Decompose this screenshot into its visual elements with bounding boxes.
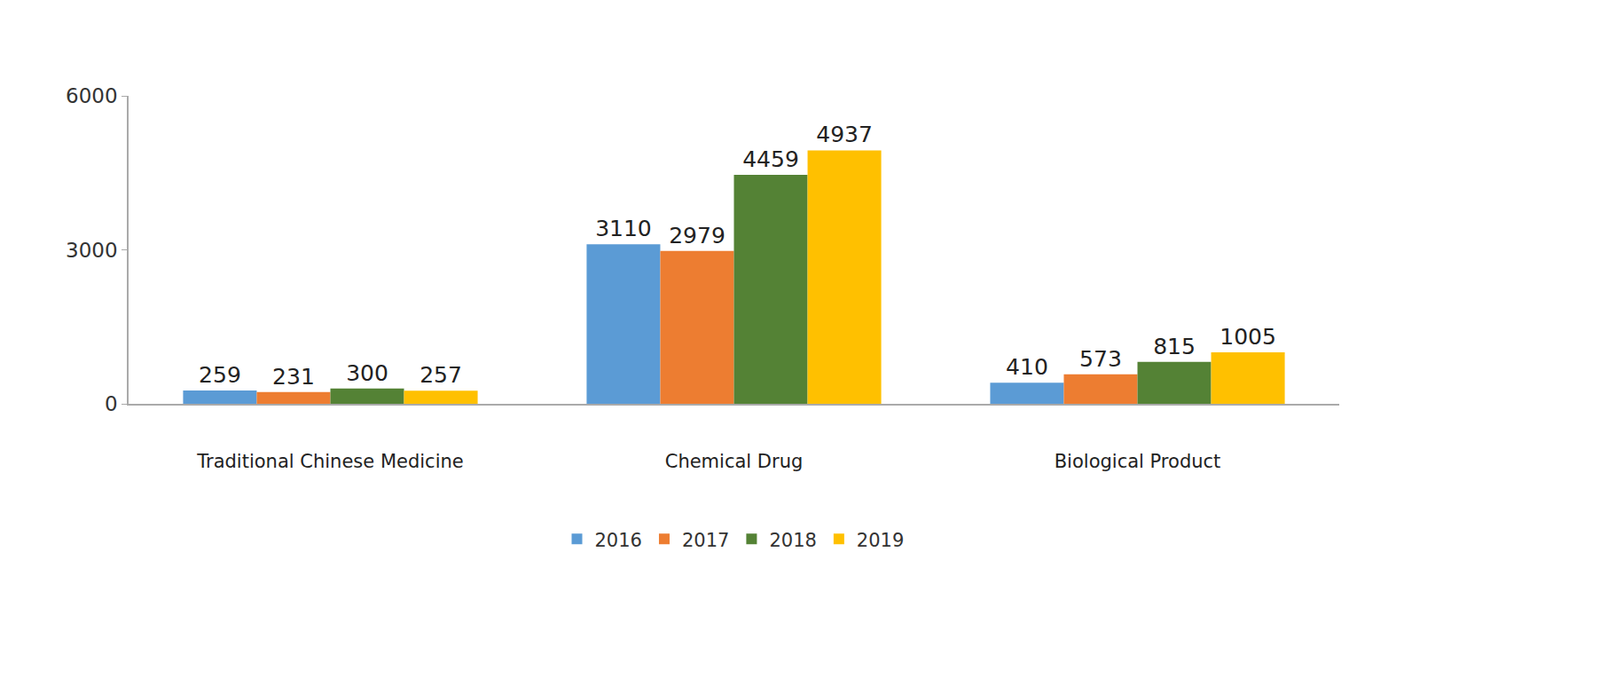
svg-text:0: 0 xyxy=(104,392,118,416)
svg-text:3000: 3000 xyxy=(65,238,118,262)
svg-text:410: 410 xyxy=(1005,353,1049,380)
svg-text:4459: 4459 xyxy=(742,146,800,173)
svg-text:2016: 2016 xyxy=(595,529,643,551)
svg-text:4937: 4937 xyxy=(815,121,873,148)
svg-text:6000: 6000 xyxy=(65,84,118,108)
svg-text:Traditional Chinese Medicine: Traditional Chinese Medicine xyxy=(196,450,463,472)
svg-text:231: 231 xyxy=(272,363,315,390)
svg-text:815: 815 xyxy=(1152,333,1196,360)
svg-text:300: 300 xyxy=(345,360,389,386)
svg-text:1005: 1005 xyxy=(1219,323,1277,350)
svg-text:2018: 2018 xyxy=(768,529,816,551)
svg-text:259: 259 xyxy=(198,361,242,388)
svg-text:Chemical Drug: Chemical Drug xyxy=(665,450,804,472)
svg-text:257: 257 xyxy=(419,361,463,388)
svg-text:Biological Product: Biological Product xyxy=(1054,450,1222,472)
svg-text:2019: 2019 xyxy=(856,529,904,551)
svg-text:573: 573 xyxy=(1079,345,1122,372)
svg-text:2017: 2017 xyxy=(682,529,730,551)
svg-text:3110: 3110 xyxy=(595,215,652,242)
svg-text:2979: 2979 xyxy=(668,222,726,249)
